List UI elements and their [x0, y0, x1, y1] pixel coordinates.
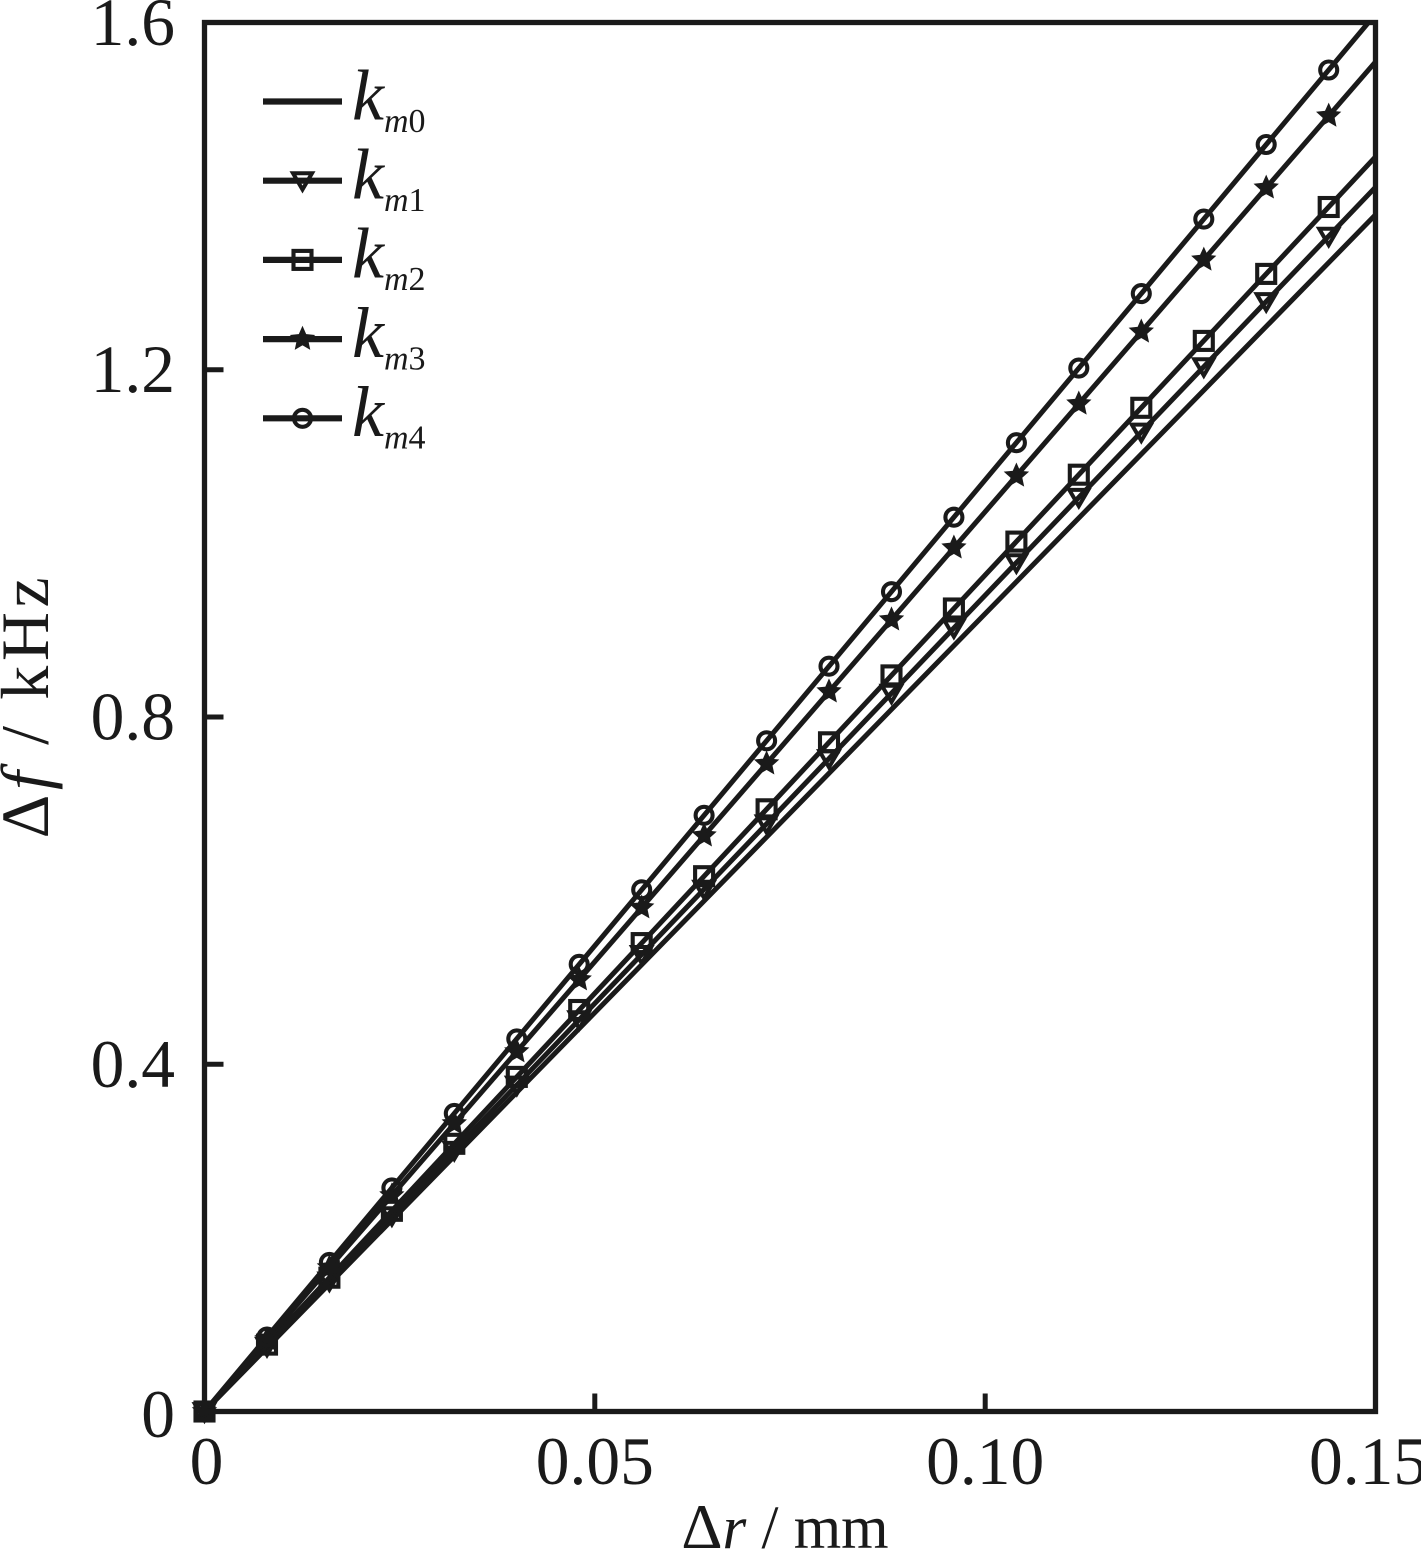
svg-text:km2: km2	[352, 214, 426, 299]
svg-text:km4: km4	[352, 372, 426, 457]
svg-text:Δf / kHz: Δf / kHz	[0, 573, 63, 839]
svg-text:0.10: 0.10	[926, 1424, 1044, 1499]
svg-text:km3: km3	[352, 293, 426, 378]
svg-text:1.2: 1.2	[91, 332, 175, 407]
svg-text:km1: km1	[352, 135, 426, 220]
svg-text:0.05: 0.05	[536, 1424, 654, 1499]
svg-text:Δr / mm: Δr / mm	[681, 1491, 888, 1557]
svg-text:0: 0	[141, 1377, 175, 1452]
svg-text:0: 0	[190, 1424, 224, 1499]
svg-text:0.8: 0.8	[91, 680, 175, 755]
svg-text:0.4: 0.4	[91, 1027, 175, 1102]
svg-text:km0: km0	[352, 55, 426, 140]
svg-text:1.6: 1.6	[91, 0, 175, 60]
svg-text:0.15: 0.15	[1309, 1424, 1421, 1499]
